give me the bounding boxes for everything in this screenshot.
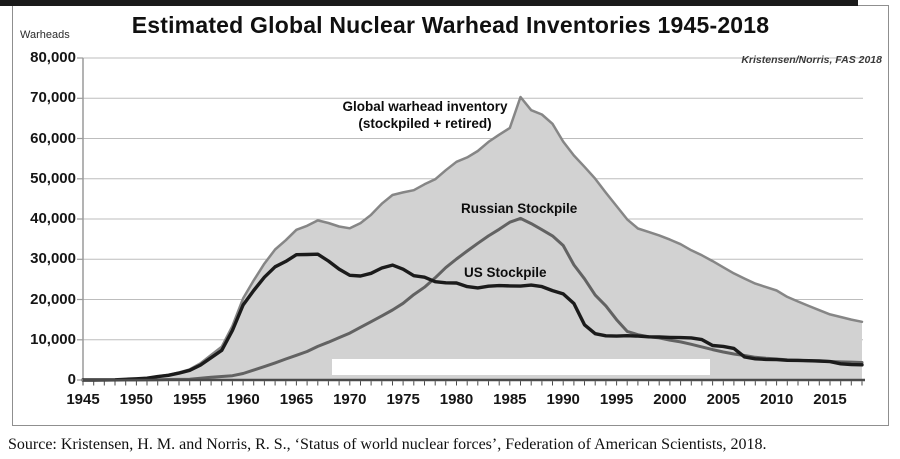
x-tick-label: 1955 [173, 391, 207, 408]
x-tick-label: 1960 [226, 391, 260, 408]
x-tick-label: 1995 [599, 391, 634, 408]
annotation-russian-stockpile: Russian Stockpile [461, 201, 578, 216]
us-stockpile-line [81, 252, 864, 382]
source-citation: Source: Kristensen, H. M. and Norris, R.… [8, 436, 767, 453]
y-axis-title: Warheads [20, 29, 70, 41]
chart-title: Estimated Global Nuclear Warhead Invento… [131, 12, 770, 38]
x-tick-label: 1970 [333, 391, 367, 408]
x-tick-label: 2000 [653, 391, 687, 408]
y-tick-label: 20,000 [30, 290, 76, 308]
x-tick-label: 1975 [386, 391, 420, 408]
y-tick-label: 30,000 [30, 250, 76, 268]
x-tick-label: 2010 [759, 391, 794, 408]
whiteout-band [332, 359, 710, 375]
annotation-global-inventory: Global warhead inventory (stockpiled + r… [320, 98, 530, 132]
chart-credit: Kristensen/Norris, FAS 2018 [741, 54, 882, 66]
x-tick-label: 1980 [439, 391, 474, 408]
annotation-global-line2: (stockpiled + retired) [358, 116, 492, 131]
x-tick-label: 2005 [706, 391, 740, 408]
x-tick-label: 1990 [546, 391, 580, 408]
x-tick-label: 1965 [279, 391, 314, 408]
x-tick-label: 2015 [813, 391, 847, 408]
russian-stockpile-line [81, 216, 864, 382]
x-tick-label: 1950 [119, 391, 154, 408]
y-tick-label: 10,000 [30, 330, 76, 348]
y-tick-label: 60,000 [30, 129, 76, 147]
global-inventory-area [83, 97, 862, 380]
y-tick-label: 40,000 [30, 210, 76, 227]
y-tick-label: 0 [67, 371, 76, 388]
annotation-global-line1: Global warhead inventory [342, 99, 508, 114]
x-tick-label: 1945 [66, 391, 100, 408]
x-tick-label: 1985 [493, 391, 527, 408]
y-tick-label: 50,000 [30, 169, 76, 187]
global-inventory-line [81, 95, 864, 382]
top-border-bar [0, 0, 858, 6]
annotation-us-stockpile: US Stockpile [464, 265, 547, 280]
y-tick-label: 80,000 [30, 49, 76, 66]
y-tick-label: 70,000 [30, 89, 76, 107]
